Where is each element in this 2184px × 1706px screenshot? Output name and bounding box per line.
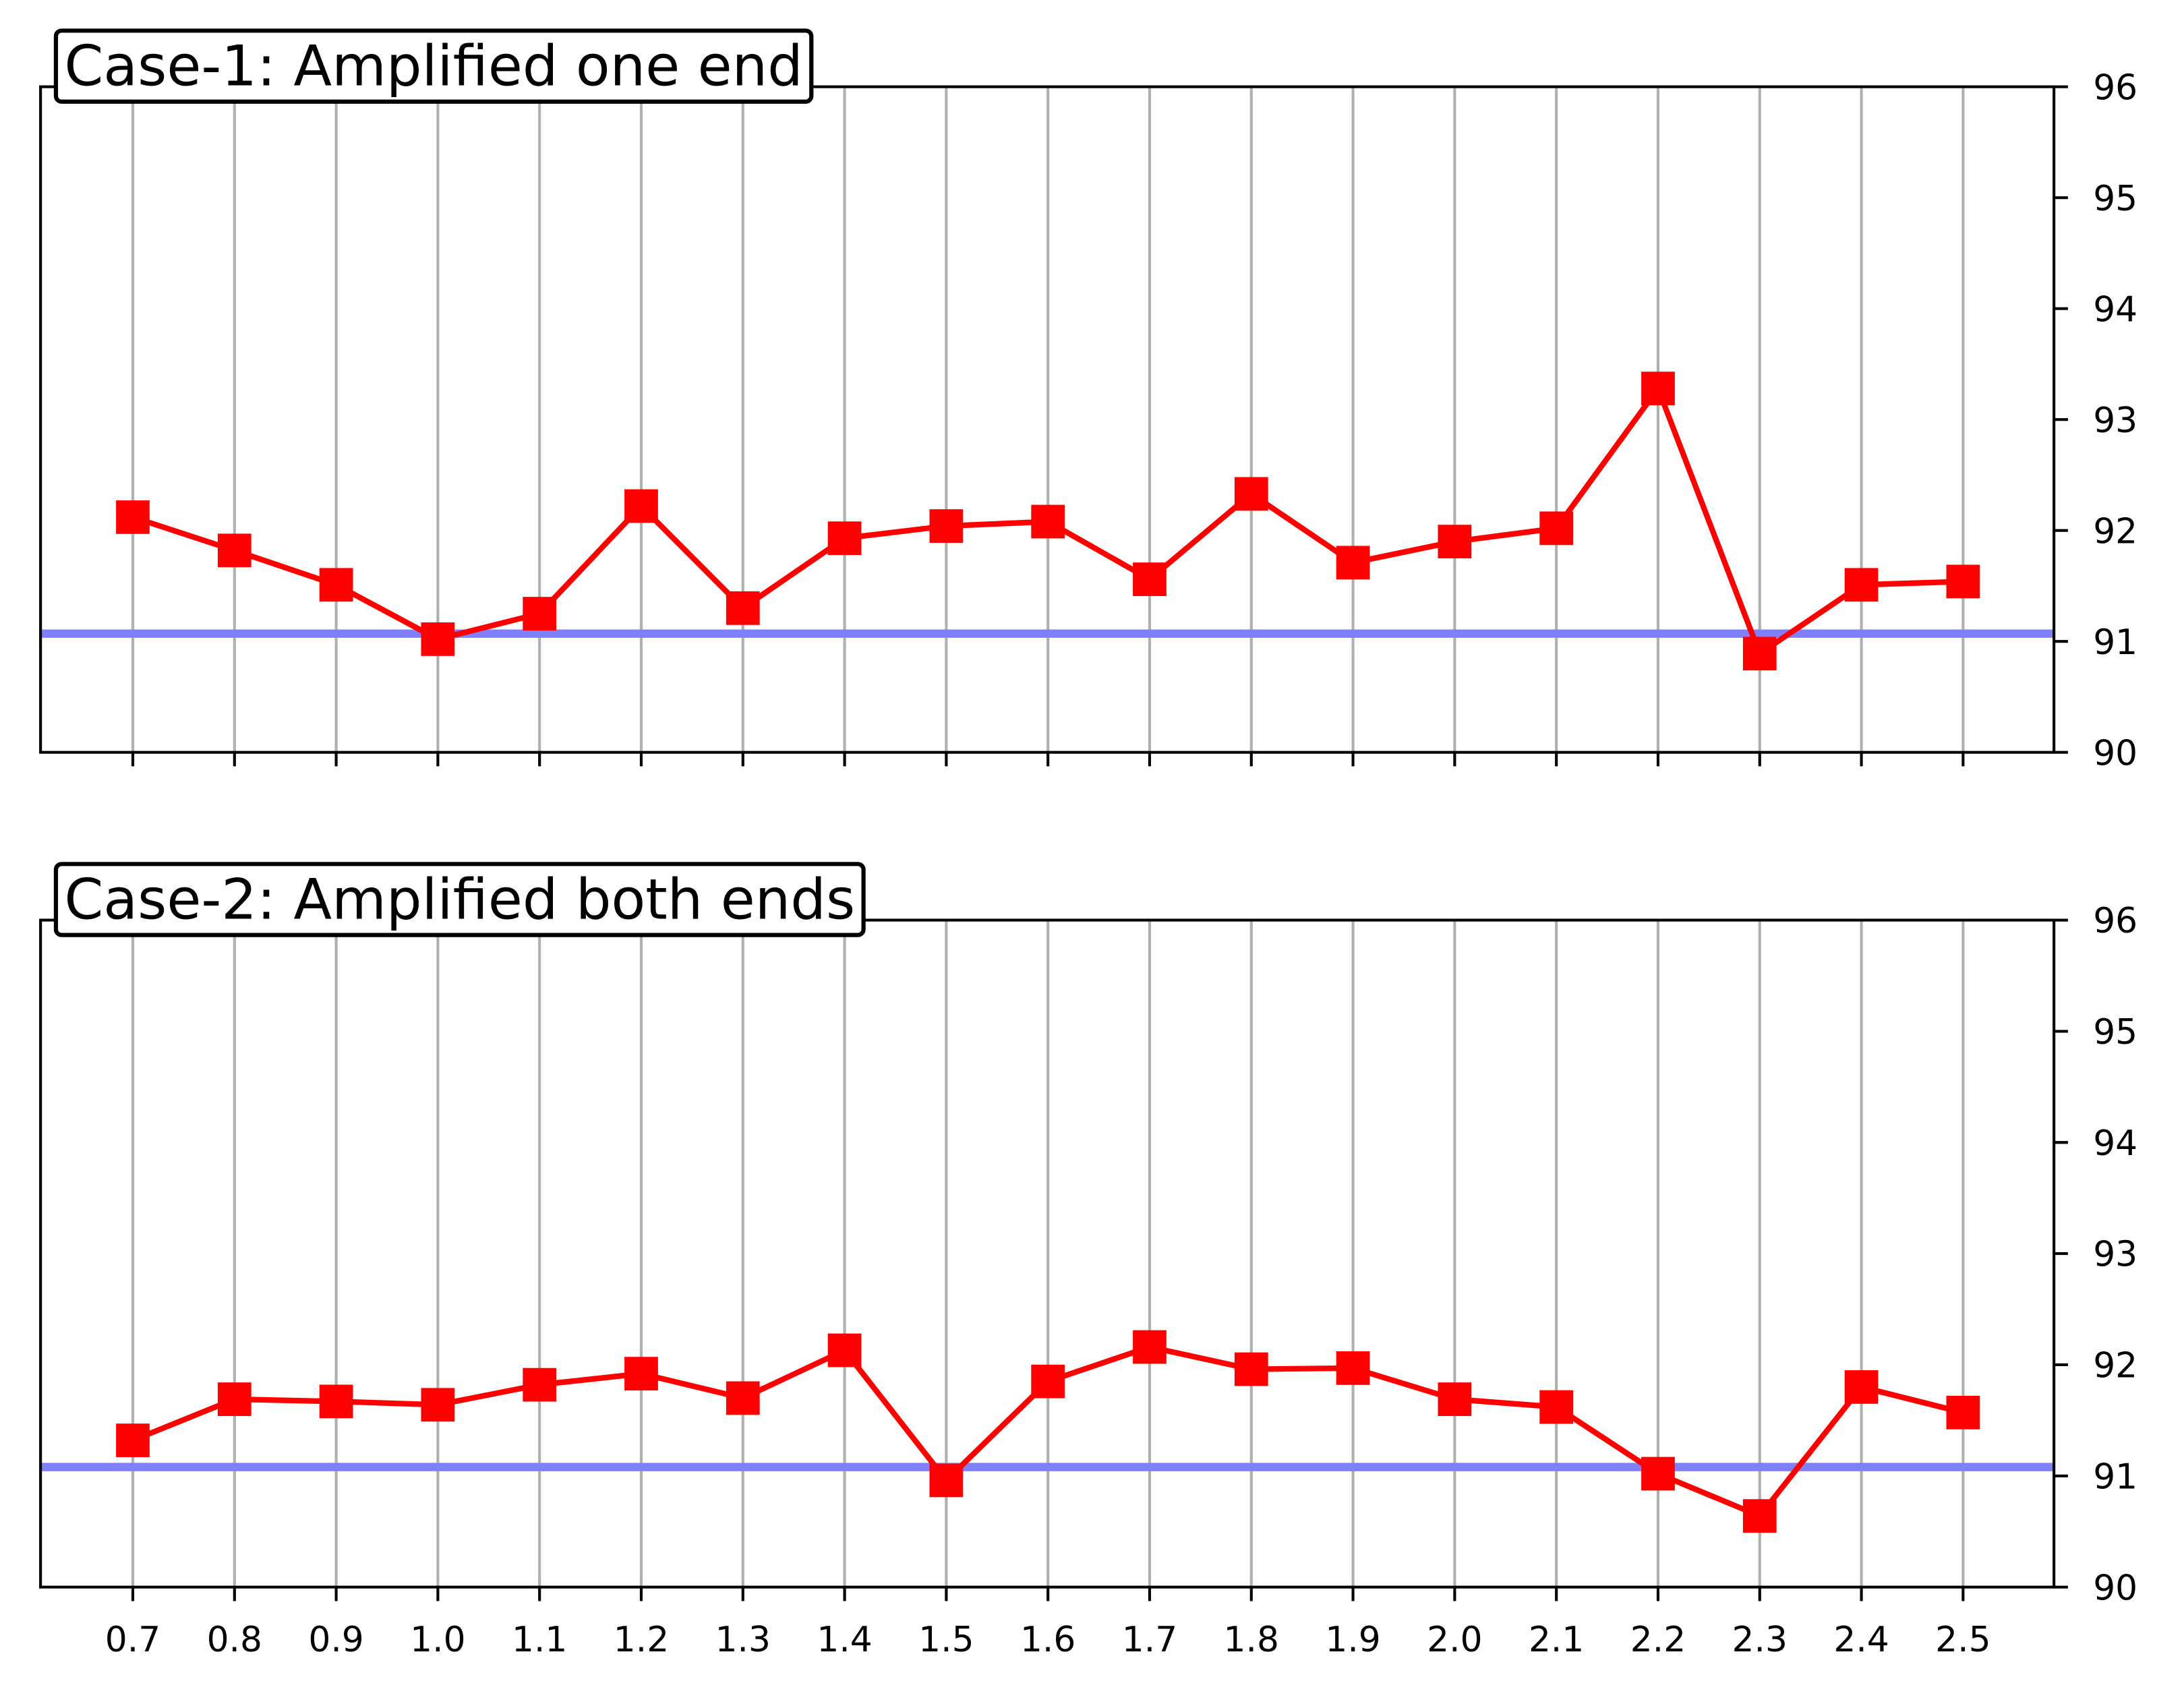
title-box: [53, 862, 866, 937]
x-tick-label: 1.9: [1325, 1620, 1380, 1660]
marker: [929, 1463, 964, 1498]
marker: [421, 1388, 455, 1422]
x-tick-label: 2.1: [1529, 1620, 1584, 1660]
y-tick-label: 95: [2093, 1012, 2137, 1053]
marker: [1742, 1499, 1777, 1533]
marker: [421, 622, 455, 656]
marker: [624, 489, 658, 523]
marker: [827, 521, 862, 556]
axes-frame: [39, 918, 2056, 1589]
marker: [1133, 562, 1167, 596]
marker: [217, 1382, 252, 1416]
x-tick-label: 1.2: [614, 1620, 669, 1660]
marker: [1438, 1382, 1472, 1416]
x-tick-label: 1.0: [410, 1620, 465, 1660]
y-tick-label: 91: [2093, 622, 2137, 663]
x-tick-label: 2.3: [1732, 1620, 1788, 1660]
marker: [1844, 568, 1879, 602]
axes-frame: [39, 85, 2056, 754]
marker: [1946, 564, 1980, 599]
x-tick-label: 2.5: [1935, 1620, 1990, 1660]
marker: [1133, 1330, 1167, 1364]
title-box: [53, 28, 814, 104]
marker: [116, 500, 150, 534]
panel: 90 91 92 93 94 95 96 Case-1: Amplified one end: [39, 28, 2137, 773]
y-tick-label: 91: [2093, 1457, 2137, 1497]
marker: [1438, 525, 1472, 559]
x-tick-label: 0.8: [207, 1620, 262, 1660]
marker: [523, 597, 557, 630]
y-tick-label: 94: [2093, 1123, 2137, 1164]
marker: [116, 1423, 150, 1457]
x-tick-label: 1.7: [1122, 1620, 1177, 1660]
x-tick-label: 1.8: [1224, 1620, 1279, 1660]
y-tick-label: 92: [2093, 1346, 2137, 1386]
marker: [1641, 372, 1675, 405]
marker: [523, 1367, 557, 1402]
marker: [726, 1381, 760, 1415]
y-tick-label: 90: [2093, 1568, 2137, 1608]
marker: [1539, 1390, 1574, 1424]
y-tick-label: 96: [2093, 901, 2137, 941]
marker: [1336, 1351, 1370, 1385]
marker: [827, 1333, 862, 1367]
x-tick-label: 2.4: [1833, 1620, 1889, 1660]
x-tick-label: 2.2: [1630, 1620, 1686, 1660]
marker: [1946, 1395, 1980, 1430]
x-tick-label: 2.0: [1427, 1620, 1482, 1660]
x-tick-label: 1.5: [918, 1620, 974, 1660]
y-tick-label: 96: [2093, 67, 2137, 108]
y-tick-label: 94: [2093, 289, 2137, 330]
marker: [1844, 1370, 1879, 1404]
y-tick-label: 92: [2093, 511, 2137, 552]
marker: [1031, 1364, 1065, 1399]
marker: [726, 591, 760, 625]
marker: [1031, 504, 1065, 539]
marker: [1641, 1457, 1675, 1491]
marker: [217, 533, 252, 568]
y-tick-label: 93: [2093, 401, 2137, 441]
y-tick-label: 90: [2093, 733, 2137, 773]
panel: 0.7 0.8 0.9 1.0 1.1 1.2 1.3 1.4 1.5 1.6 1.7 1.8 1.9 2…: [39, 862, 2137, 1660]
chart-title: Case-1: Amplified one end: [64, 34, 802, 99]
marker: [1336, 546, 1370, 580]
x-tick-label: 1.3: [715, 1620, 771, 1660]
x-tick-label: 0.7: [105, 1620, 160, 1660]
x-tick-label: 0.9: [308, 1620, 363, 1660]
y-tick-label: 95: [2093, 179, 2137, 219]
marker: [319, 1384, 353, 1419]
x-tick-label: 1.6: [1020, 1620, 1075, 1660]
marker: [929, 509, 964, 543]
marker: [319, 568, 353, 602]
marker: [1742, 637, 1777, 671]
y-tick-label: 93: [2093, 1235, 2137, 1275]
x-tick-label: 1.4: [817, 1620, 872, 1660]
x-tick-label: 1.1: [512, 1620, 567, 1660]
marker: [624, 1357, 658, 1391]
chart-title: Case-2: Amplified both ends: [64, 866, 855, 932]
marker: [1539, 511, 1574, 546]
marker: [1234, 1352, 1268, 1386]
marker: [1234, 477, 1268, 511]
